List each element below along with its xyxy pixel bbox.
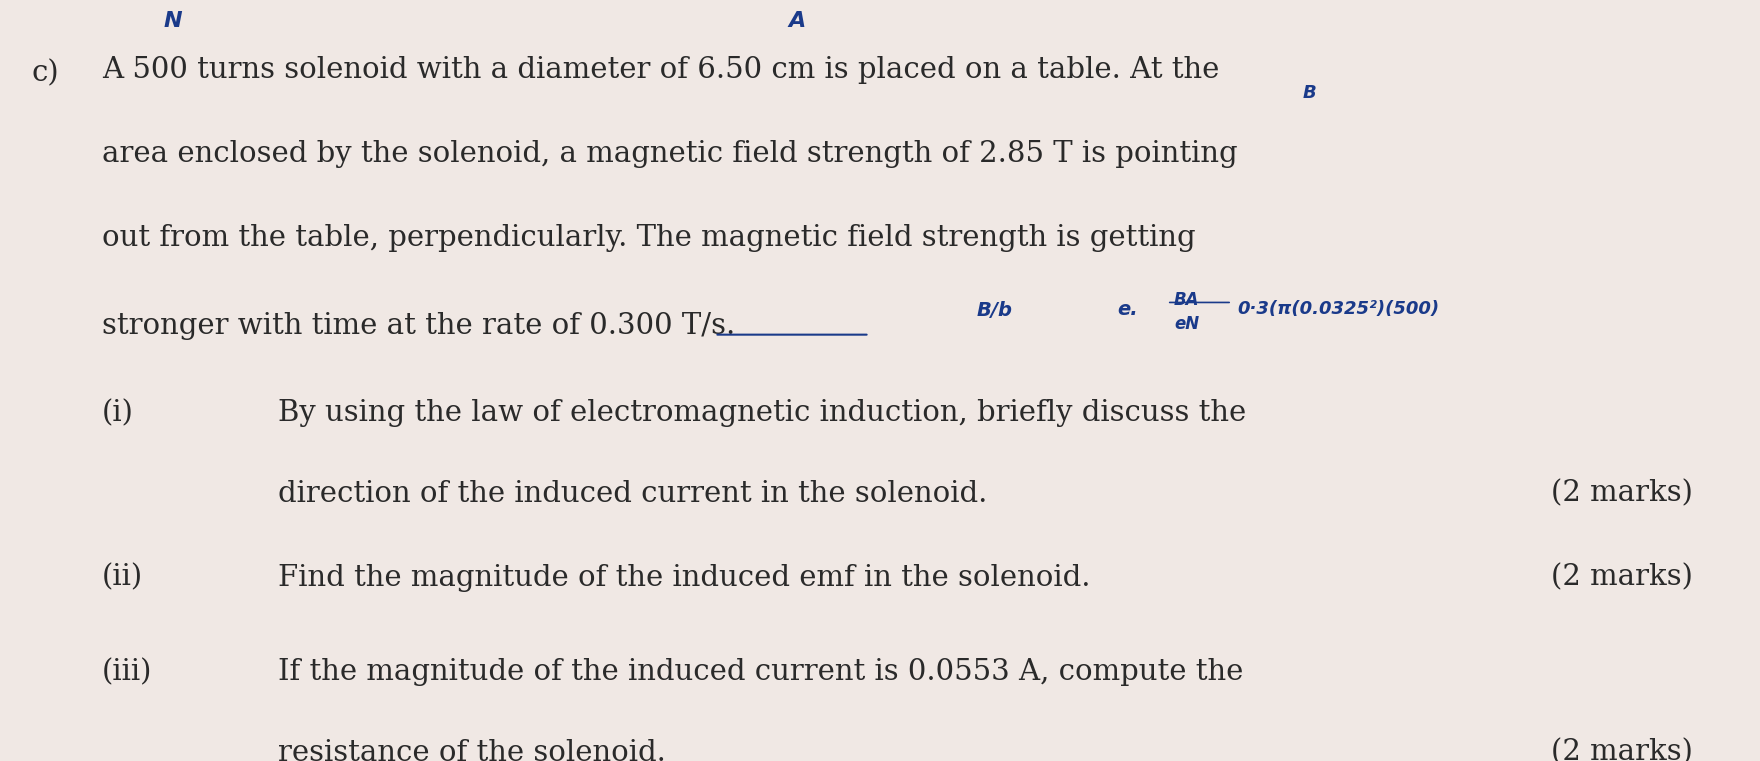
Text: eN: eN [1174, 315, 1199, 333]
Text: c): c) [32, 59, 60, 88]
Text: By using the law of electromagnetic induction, briefly discuss the: By using the law of electromagnetic indu… [278, 399, 1246, 427]
Text: 0·3(π(0.0325²)(500): 0·3(π(0.0325²)(500) [1237, 300, 1440, 317]
Text: (iii): (iii) [102, 658, 153, 686]
Text: If the magnitude of the induced current is 0.0553 A, compute the: If the magnitude of the induced current … [278, 658, 1244, 686]
Text: B/b: B/b [977, 301, 1012, 320]
Text: BA: BA [1174, 291, 1199, 308]
Text: out from the table, perpendicularly. The magnetic field strength is getting: out from the table, perpendicularly. The… [102, 224, 1195, 252]
Text: B: B [1302, 84, 1316, 102]
Text: (2 marks): (2 marks) [1551, 479, 1693, 508]
Text: (i): (i) [102, 399, 134, 427]
Text: A: A [788, 11, 806, 30]
Text: Find the magnitude of the induced emf in the solenoid.: Find the magnitude of the induced emf in… [278, 564, 1091, 591]
Text: A 500 turns solenoid with a diameter of 6.50 cm is placed on a table. At the: A 500 turns solenoid with a diameter of … [102, 56, 1220, 84]
Text: e.: e. [1118, 300, 1139, 319]
Text: (2 marks): (2 marks) [1551, 564, 1693, 591]
Text: (ii): (ii) [102, 564, 143, 591]
Text: area enclosed by the solenoid, a magnetic field strength of 2.85 T is pointing: area enclosed by the solenoid, a magneti… [102, 140, 1237, 168]
Text: direction of the induced current in the solenoid.: direction of the induced current in the … [278, 479, 987, 508]
Text: N: N [164, 11, 181, 30]
Text: (2 marks): (2 marks) [1551, 739, 1693, 761]
Text: stronger with time at the rate of 0.300 T/s.: stronger with time at the rate of 0.300 … [102, 311, 736, 339]
Text: resistance of the solenoid.: resistance of the solenoid. [278, 739, 665, 761]
